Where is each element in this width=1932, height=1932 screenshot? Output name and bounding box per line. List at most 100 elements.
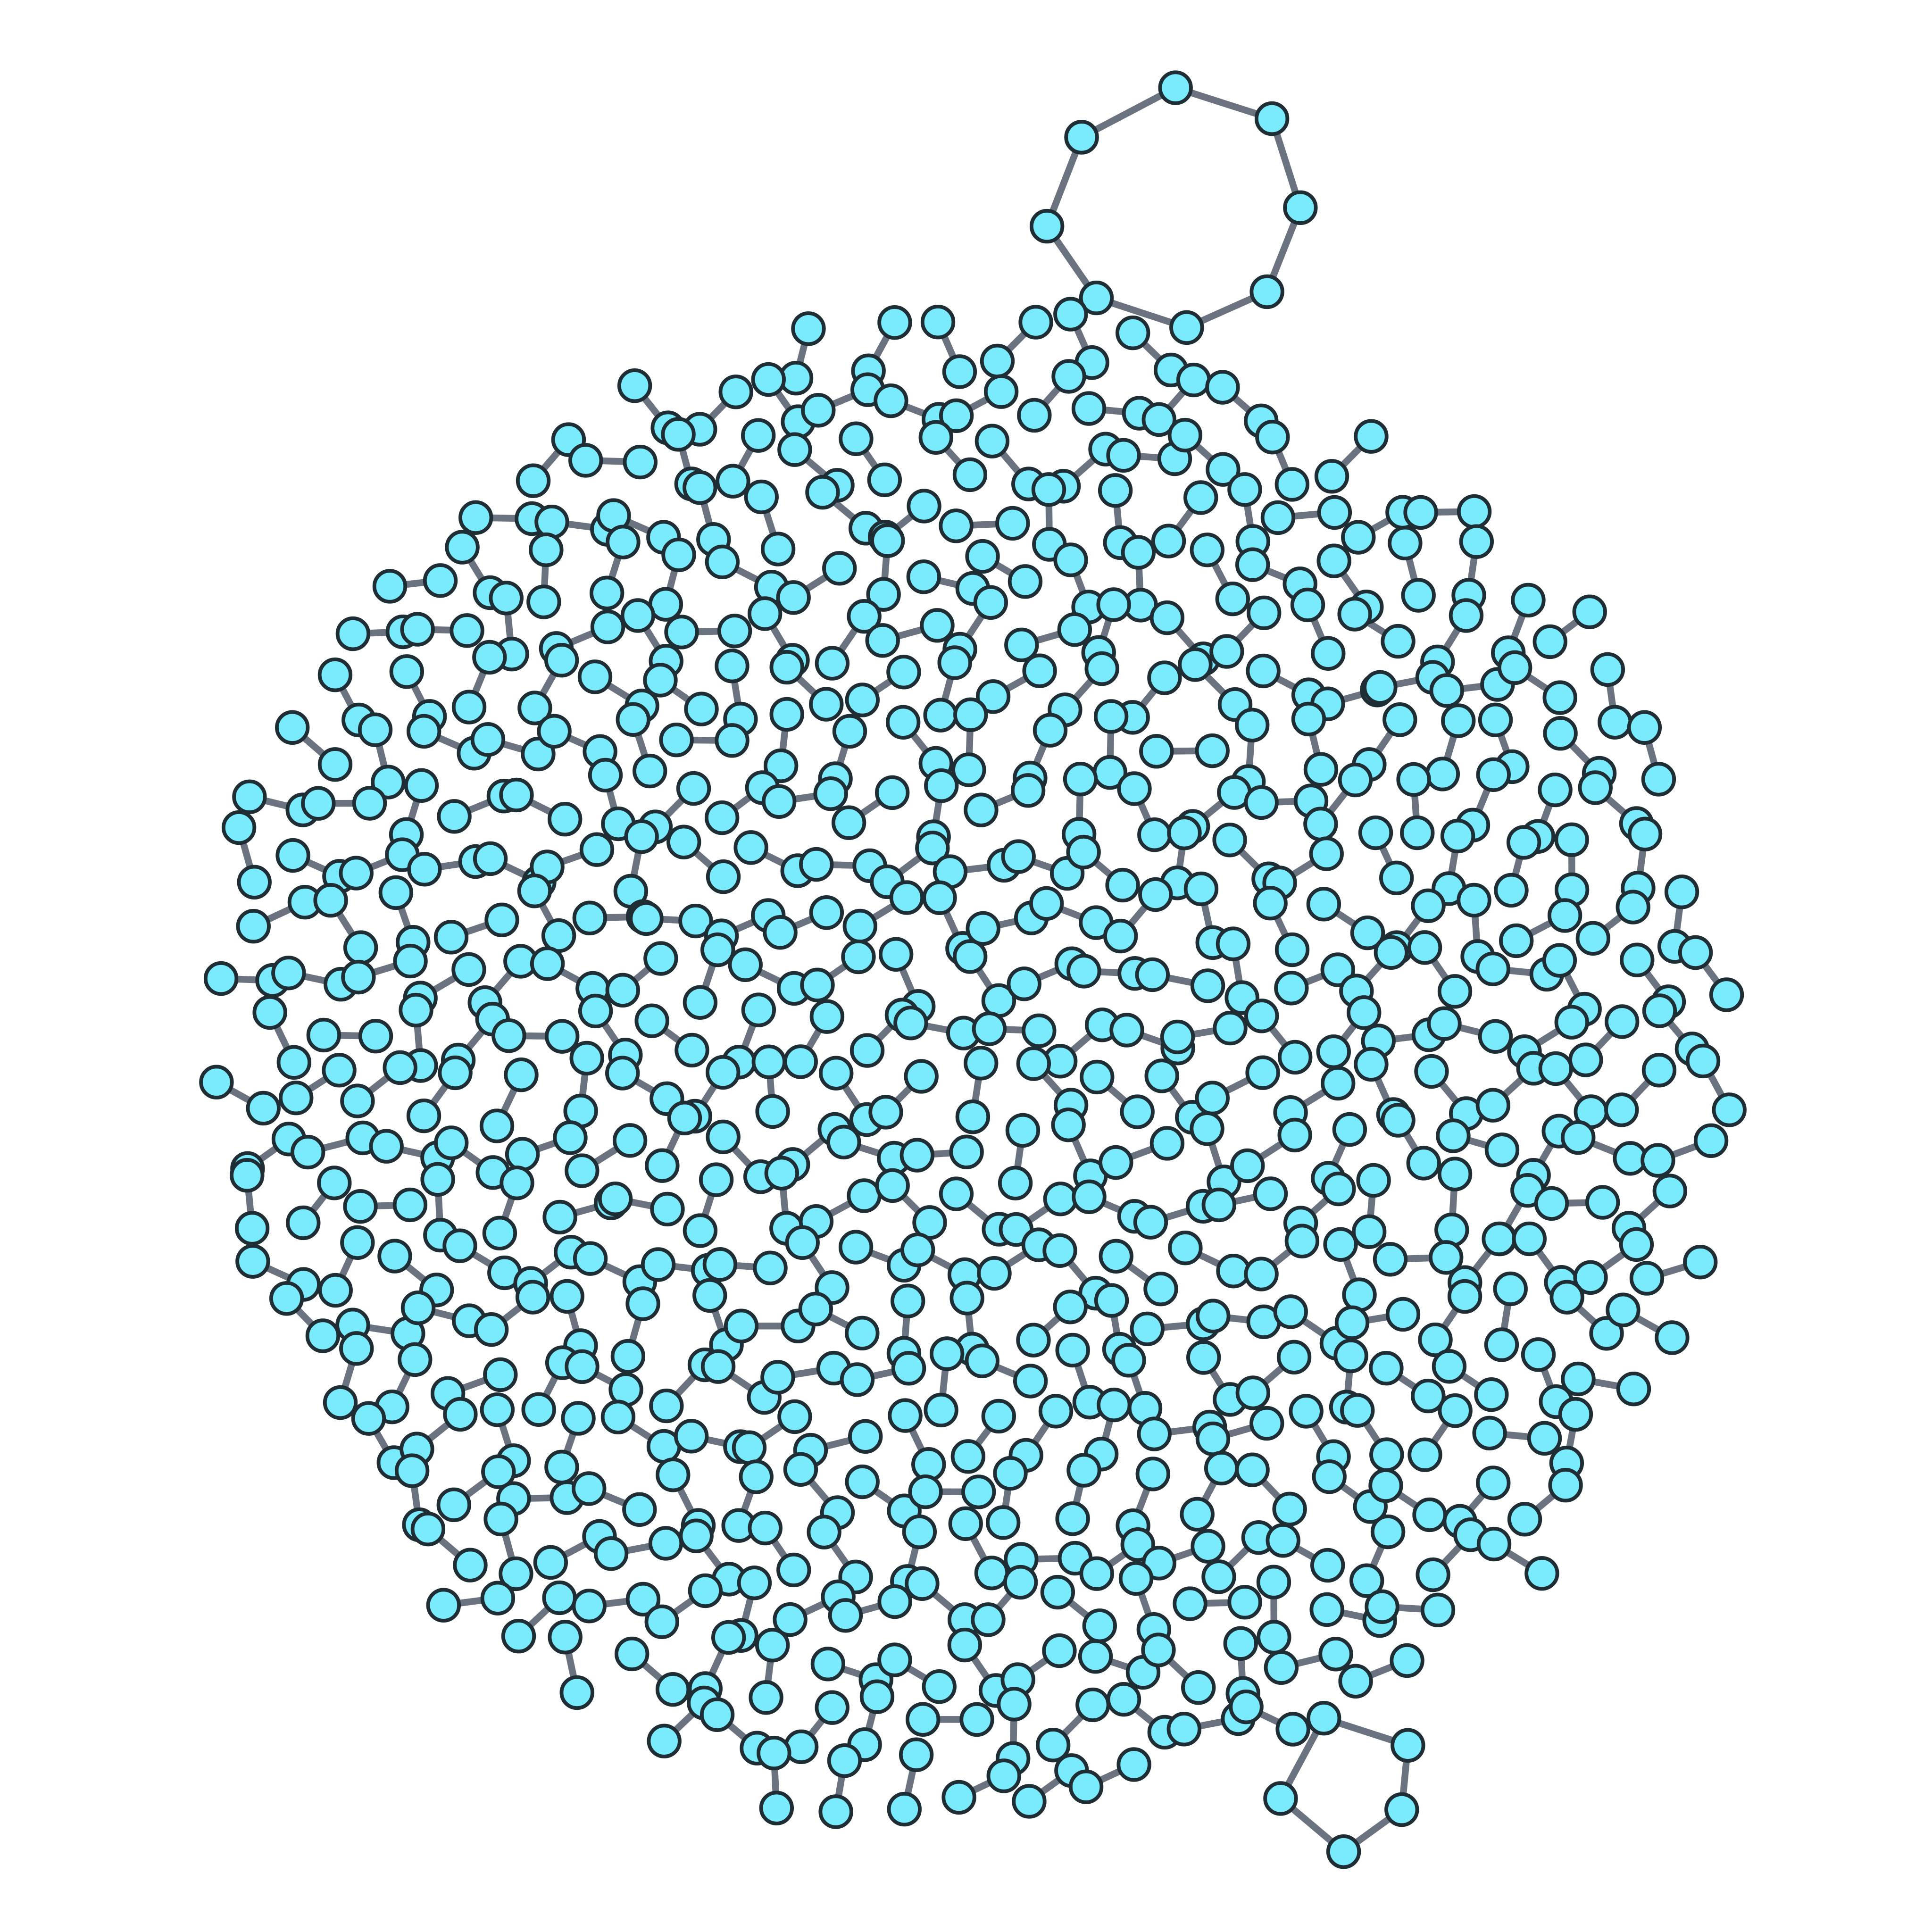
pair-node — [1400, 815, 1435, 850]
pair-node — [1459, 524, 1494, 559]
pair-node — [891, 1351, 926, 1386]
pair-node — [1247, 595, 1282, 630]
pair-node — [600, 1399, 636, 1434]
pair-node — [1120, 1094, 1155, 1129]
pair-node — [868, 1095, 903, 1130]
pair-node — [1195, 1081, 1230, 1116]
pair-node — [1494, 873, 1529, 908]
pair-node — [1053, 297, 1088, 332]
pair-node — [741, 418, 776, 453]
pair-node — [1338, 762, 1373, 798]
pair-node — [667, 1100, 702, 1136]
pair-node — [1116, 1747, 1151, 1782]
pair-node — [1206, 452, 1241, 487]
pair-node — [352, 786, 387, 821]
pair-node — [1097, 1387, 1132, 1423]
pair-node — [1051, 359, 1086, 394]
pair-node — [237, 865, 272, 899]
pair-node — [705, 800, 740, 835]
pair-node — [831, 805, 866, 840]
pair-node — [559, 1675, 594, 1710]
pair-node — [383, 1050, 417, 1085]
pair-node — [578, 993, 613, 1029]
pair-node — [906, 559, 941, 594]
pair-node — [472, 640, 507, 675]
pair-node — [769, 650, 804, 685]
pair-node — [1201, 1559, 1236, 1594]
pair-node — [1385, 1297, 1421, 1332]
pair-node — [1440, 818, 1475, 854]
pair-node — [1018, 305, 1053, 340]
pair-node — [993, 1456, 1028, 1491]
pair-node — [1253, 1176, 1288, 1211]
pair-node — [499, 777, 534, 813]
pair-node — [590, 609, 625, 644]
pair-node — [998, 1166, 1033, 1200]
pair-node — [548, 1620, 583, 1655]
pair-node — [1116, 315, 1150, 350]
pair-node — [1160, 1019, 1195, 1055]
pair-node — [1022, 1013, 1057, 1048]
pair-node — [1568, 1042, 1603, 1077]
pair-node — [1476, 1526, 1512, 1562]
pair-node — [1010, 773, 1046, 808]
pair-node — [561, 1401, 596, 1436]
pair-node — [769, 697, 804, 732]
pair-node — [783, 1044, 818, 1079]
pair-node — [827, 1743, 862, 1778]
pair-node — [1534, 1186, 1569, 1221]
pair-node — [676, 771, 711, 806]
pair-node — [877, 1584, 912, 1619]
pair-node — [889, 880, 924, 915]
pair-node — [1311, 636, 1346, 671]
pair-node — [1138, 877, 1173, 912]
pair-node — [1363, 670, 1398, 705]
pair-node — [276, 1045, 311, 1080]
pair-node — [406, 1098, 441, 1133]
pair-node — [1316, 543, 1351, 578]
pair-node — [939, 1176, 974, 1211]
pair-node — [777, 432, 812, 467]
pair-node — [598, 1181, 633, 1216]
cycle-9-edge — [1078, 84, 1179, 141]
pair-node — [1118, 1561, 1154, 1596]
pair-node — [1084, 651, 1119, 686]
pair-node — [1350, 915, 1385, 950]
pair-node — [942, 354, 977, 389]
pair-node — [1457, 883, 1491, 918]
pair-node — [1309, 1592, 1344, 1627]
pair-node — [952, 457, 988, 492]
pair-node — [1099, 1239, 1133, 1274]
pair-node — [1352, 1214, 1387, 1249]
pair-node — [1558, 1397, 1593, 1432]
pair-node — [1356, 1163, 1391, 1198]
pair-node — [915, 831, 950, 866]
pair-node — [1512, 1221, 1547, 1257]
pair-node — [501, 1618, 536, 1654]
pair-node — [791, 311, 826, 346]
pair-node — [1641, 1143, 1675, 1178]
pair-node — [1548, 1468, 1583, 1503]
pair-node — [473, 841, 508, 876]
pair-node — [480, 1581, 516, 1616]
pair-node — [544, 643, 579, 678]
pair-node — [749, 1680, 783, 1715]
pair-node — [650, 1191, 685, 1227]
pair-node — [234, 1211, 270, 1246]
pair-node — [724, 1308, 759, 1343]
pair-node — [1347, 995, 1382, 1030]
pair-node — [1072, 1179, 1107, 1214]
pair-node — [606, 525, 641, 559]
pair-node — [877, 305, 912, 340]
pair-node — [977, 1256, 1012, 1291]
pair-node — [891, 1283, 925, 1318]
pair-node — [1434, 1212, 1469, 1248]
pair-node — [1683, 1244, 1718, 1280]
pair-node — [505, 1137, 540, 1172]
pair-node — [615, 1636, 650, 1672]
pair-node — [648, 1526, 683, 1561]
pair-node — [832, 714, 867, 749]
pair-node — [886, 655, 921, 690]
cycle-9-node — [1158, 70, 1193, 105]
